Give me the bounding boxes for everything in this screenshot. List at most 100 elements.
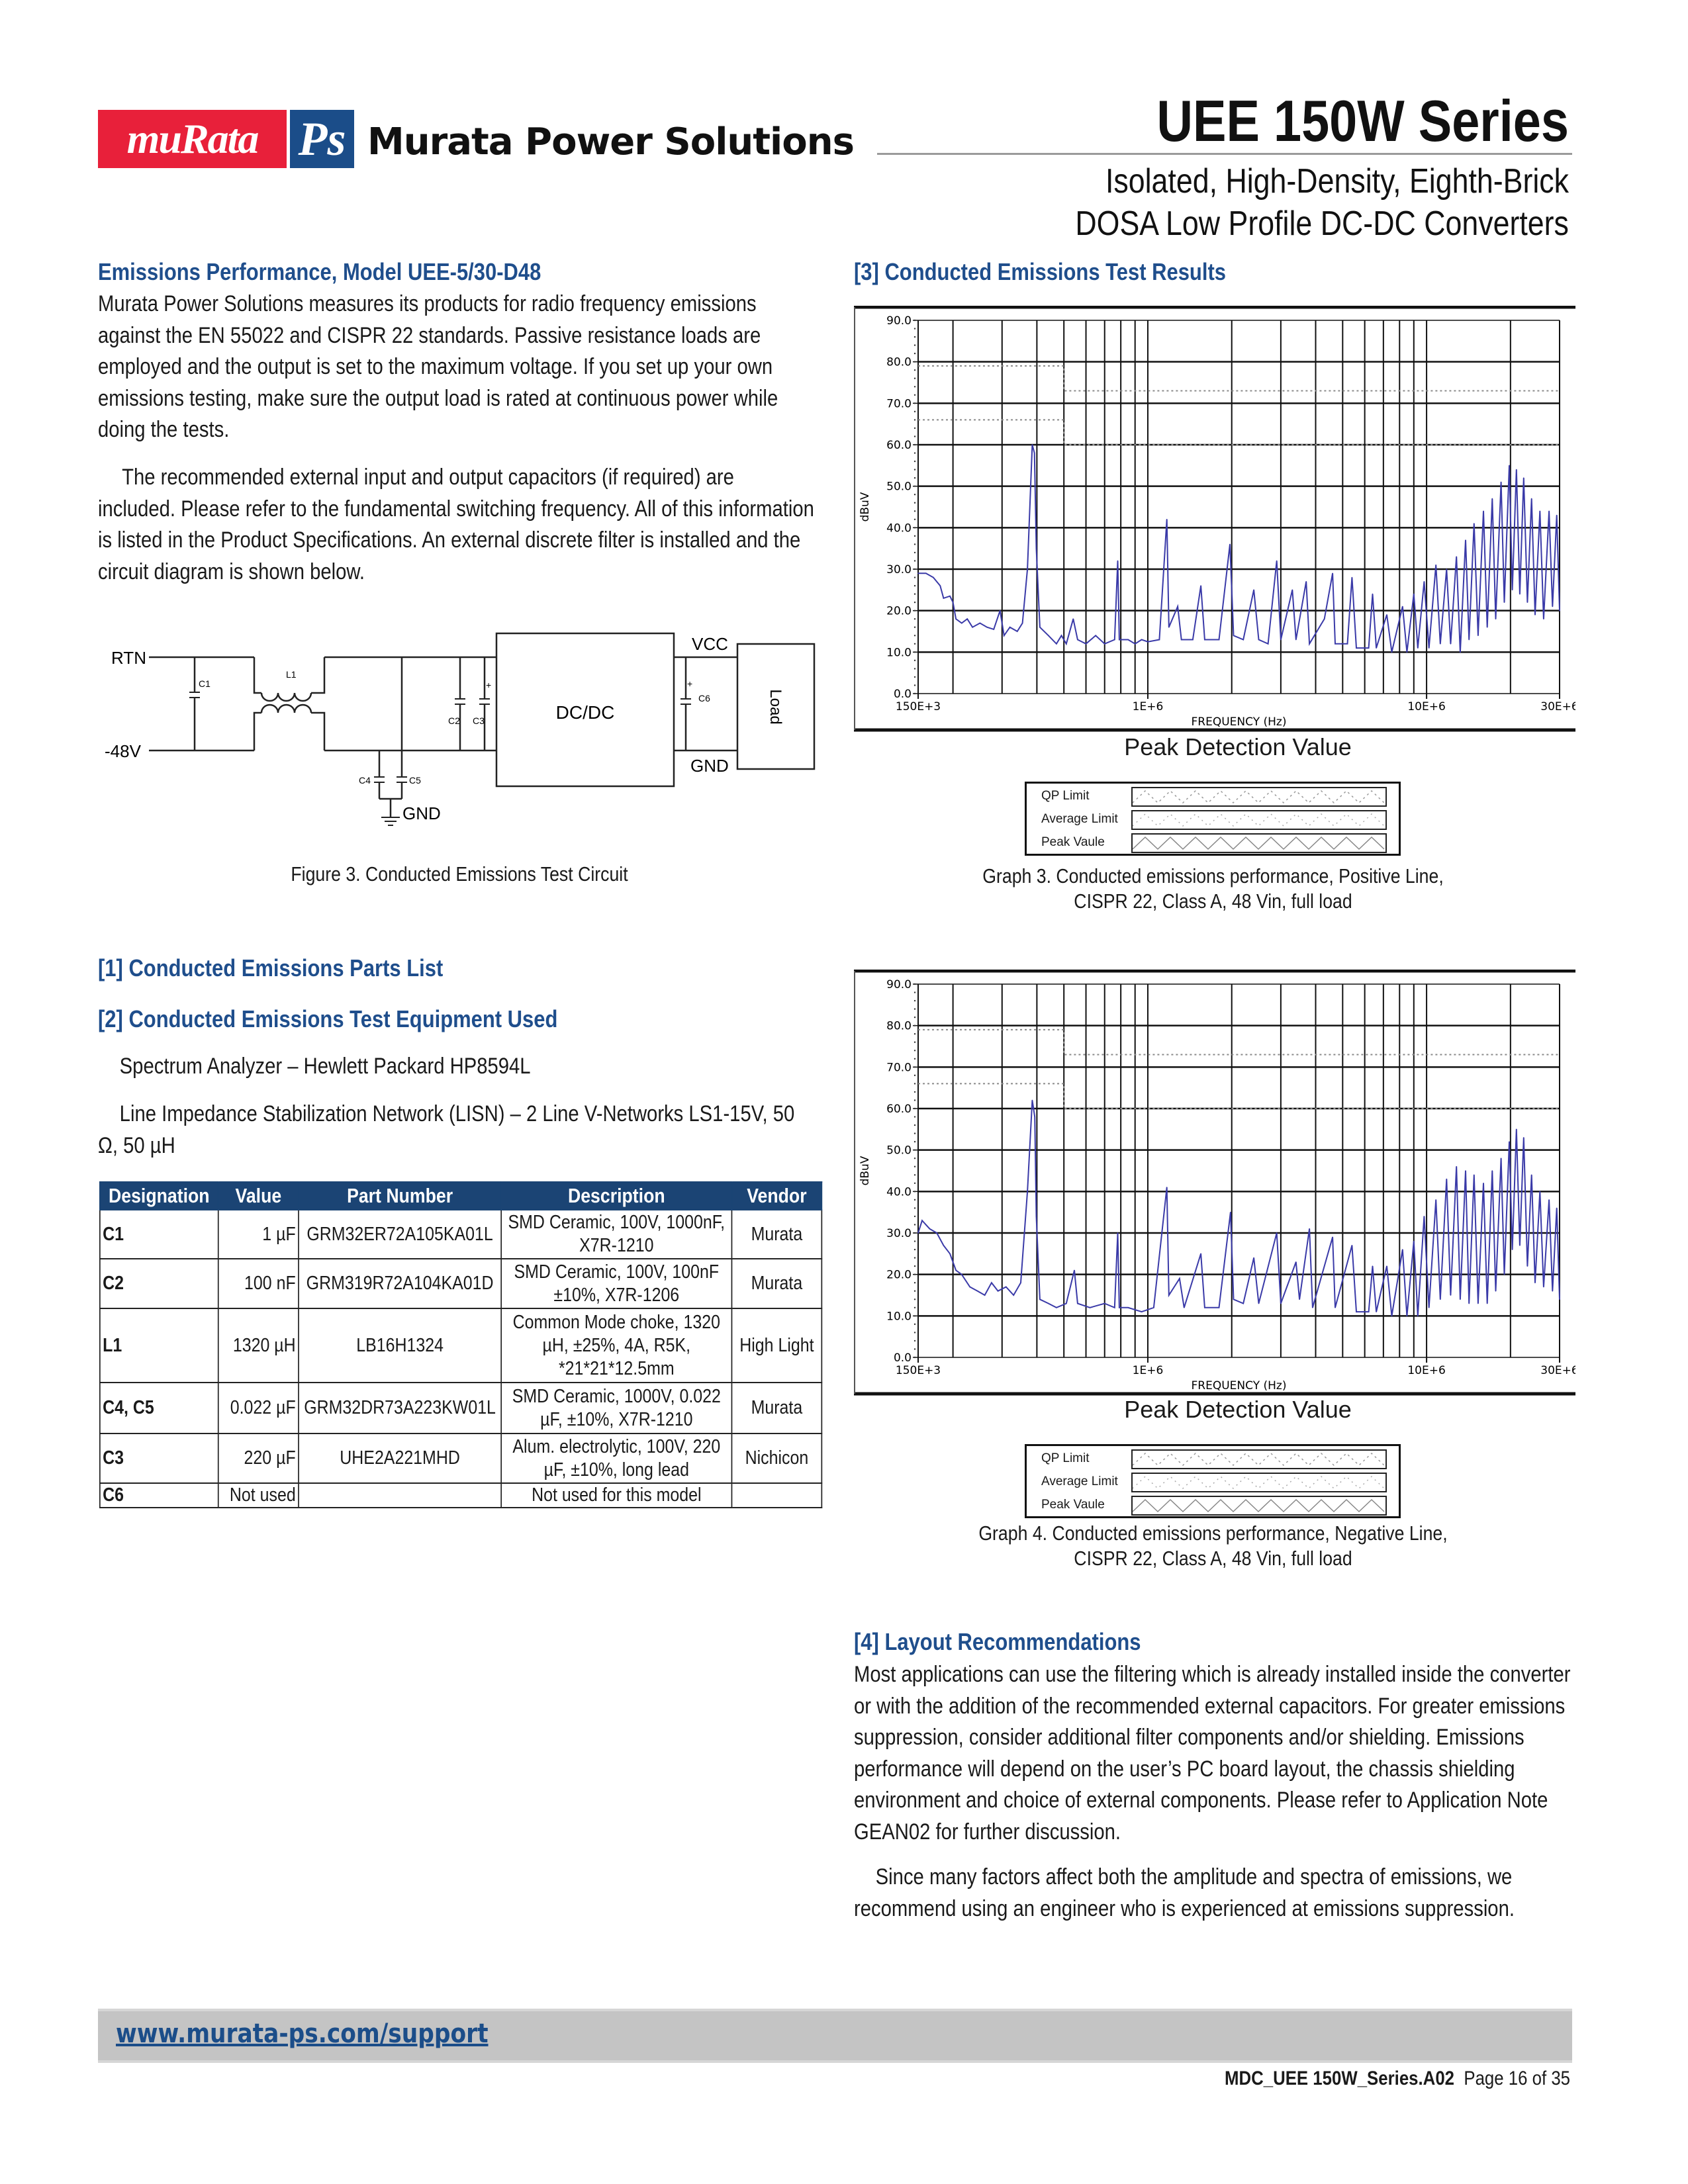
cell-designation: C4, C5 bbox=[99, 1382, 219, 1434]
neg48v-label: -48V bbox=[105, 741, 142, 761]
data-point bbox=[1003, 635, 1005, 637]
page-number: Page 16 of 35 bbox=[1464, 2068, 1570, 2089]
y-tick-label: 10.0 bbox=[886, 1310, 912, 1323]
table-header-row: Designation Value Part Number Descriptio… bbox=[99, 1181, 823, 1210]
header-rule bbox=[877, 153, 1572, 155]
parts-table: Designation Value Part Number Descriptio… bbox=[99, 1181, 823, 1508]
y-minor-tick bbox=[914, 1332, 916, 1334]
data-point bbox=[1276, 1232, 1278, 1234]
data-point bbox=[1515, 1128, 1517, 1130]
data-point bbox=[1141, 639, 1143, 641]
data-point bbox=[1406, 651, 1408, 653]
data-point bbox=[1509, 465, 1510, 467]
col-value: Value bbox=[217, 1181, 299, 1210]
data-point bbox=[1509, 1141, 1510, 1142]
y-minor-tick bbox=[914, 626, 916, 628]
support-link[interactable]: www.murata-ps.com/support bbox=[116, 2019, 489, 2049]
data-point bbox=[1413, 1240, 1415, 1242]
y-minor-tick bbox=[914, 1315, 916, 1317]
y-minor-tick bbox=[914, 1149, 916, 1151]
y-minor-tick bbox=[914, 1174, 916, 1176]
legend-swatch-peak bbox=[1131, 1496, 1387, 1516]
data-point bbox=[1258, 1302, 1260, 1304]
y-minor-tick bbox=[914, 692, 916, 695]
cell-designation: C3 bbox=[99, 1433, 219, 1484]
data-point bbox=[1077, 1302, 1078, 1304]
graph-4-chart: 0.0 10.0 20.0 30.0 40.0 50.0 60.0 70.0 80.0 90.0 1… bbox=[854, 970, 1575, 1396]
data-point bbox=[966, 618, 968, 619]
y-minor-tick bbox=[914, 1306, 916, 1308]
data-point bbox=[1468, 1302, 1470, 1304]
y-minor-tick bbox=[914, 560, 916, 562]
y-minor-tick bbox=[914, 1348, 916, 1350]
y-tick-label: 70.0 bbox=[886, 1061, 912, 1074]
layout-paragraph-2: Since many factors affect both the ampli… bbox=[854, 1864, 1515, 1921]
data-point bbox=[955, 1269, 957, 1271]
data-point bbox=[1134, 643, 1136, 645]
y-minor-tick bbox=[914, 1257, 916, 1259]
data-point bbox=[972, 626, 973, 628]
load-block bbox=[736, 643, 816, 770]
data-point bbox=[1168, 626, 1170, 628]
data-point bbox=[1548, 510, 1550, 512]
y-minor-tick bbox=[914, 1165, 916, 1167]
y-minor-tick bbox=[914, 635, 916, 637]
data-point bbox=[993, 629, 994, 630]
x-tick-label: 1E+6 bbox=[1133, 1364, 1164, 1377]
circuit-wires bbox=[149, 632, 816, 817]
data-point bbox=[1127, 639, 1129, 641]
data-point bbox=[1039, 1298, 1041, 1300]
y-minor-tick bbox=[914, 527, 916, 529]
y-minor-tick bbox=[914, 1099, 916, 1101]
data-point bbox=[1077, 639, 1078, 641]
data-point bbox=[1435, 1199, 1436, 1201]
data-point bbox=[1031, 444, 1033, 445]
data-point bbox=[1413, 593, 1415, 595]
data-point bbox=[986, 626, 988, 628]
cell-part-number: LB16H1324 bbox=[298, 1308, 502, 1383]
col-designation: Designation bbox=[99, 1181, 219, 1210]
data-point bbox=[1456, 1165, 1458, 1167]
data-point bbox=[1192, 639, 1194, 641]
legend-qp-limit: QP Limit bbox=[1041, 789, 1090, 803]
y-tick-label: 50.0 bbox=[886, 1144, 912, 1158]
test-equipment-heading: [2] Conducted Emissions Test Equipment U… bbox=[98, 1005, 558, 1032]
y-minor-tick bbox=[914, 443, 916, 446]
emissions-heading: Emissions Performance, Model UEE-5/30-D4… bbox=[98, 258, 541, 285]
data-point bbox=[1446, 1178, 1448, 1180]
c1-label: C1 bbox=[199, 678, 211, 689]
data-point bbox=[1401, 1249, 1403, 1250]
y-minor-tick bbox=[914, 1083, 916, 1085]
y-minor-tick bbox=[914, 386, 916, 388]
data-point bbox=[1119, 639, 1120, 641]
data-point bbox=[1417, 647, 1419, 649]
y-minor-tick bbox=[914, 618, 916, 620]
data-point bbox=[1391, 1315, 1393, 1317]
y-minor-tick bbox=[914, 659, 916, 662]
data-point bbox=[1127, 1307, 1129, 1308]
cell-part-number: GRM319R72A104KA01D bbox=[298, 1258, 502, 1309]
y-minor-tick bbox=[914, 1298, 916, 1300]
data-point bbox=[1074, 1269, 1075, 1271]
data-point bbox=[997, 1290, 999, 1292]
data-point bbox=[1559, 1298, 1560, 1300]
data-point bbox=[1376, 1311, 1377, 1312]
data-point bbox=[1351, 576, 1353, 578]
data-point bbox=[1253, 1257, 1254, 1259]
y-minor-tick bbox=[914, 1132, 916, 1134]
y-axis-label: dBuV bbox=[859, 492, 872, 522]
data-point bbox=[1085, 643, 1087, 645]
x-tick-label: 150E+3 bbox=[896, 700, 941, 713]
y-minor-tick bbox=[914, 502, 916, 504]
data-point bbox=[1158, 639, 1160, 641]
y-minor-tick bbox=[914, 1008, 916, 1010]
logo-ps-text: Ps bbox=[298, 112, 346, 165]
data-point bbox=[1440, 1298, 1441, 1300]
cell-value: 220 µF bbox=[217, 1433, 299, 1484]
data-point bbox=[1066, 1302, 1067, 1304]
legend-average-limit: Average Limit bbox=[1041, 812, 1118, 826]
data-point bbox=[1027, 1191, 1028, 1193]
y-minor-tick bbox=[914, 377, 916, 379]
company-name: Murata Power Solutions bbox=[367, 120, 855, 163]
legend-peak-value: Peak Vaule bbox=[1041, 835, 1105, 849]
